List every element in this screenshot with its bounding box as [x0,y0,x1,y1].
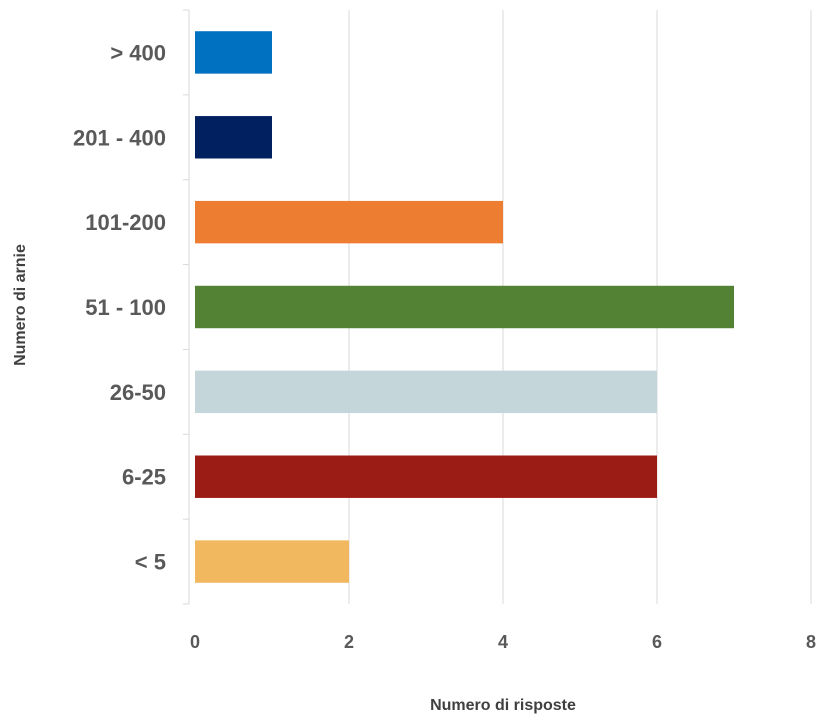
x-tick-label: 2 [344,632,354,652]
category-labels: < 5 6-25 26-50 51 - 100 101-200 201 - 400 > 40… [73,40,166,574]
category-label: 26-50 [110,380,166,405]
x-tick-label: 6 [652,632,662,652]
x-axis-title: Numero di risposte [430,697,576,714]
bar [195,370,657,414]
y-axis [183,9,190,605]
category-label: 201 - 400 [73,125,166,150]
category-label: < 5 [135,550,166,575]
x-tick-label: 8 [806,632,816,652]
bar [195,285,734,329]
category-label: 101-200 [85,210,166,235]
bar [195,540,349,583]
x-tick-label: 4 [498,632,508,652]
x-tick-label: 0 [190,632,200,652]
x-tick-labels: 0 2 4 6 8 [190,632,816,652]
category-label: 6-25 [122,465,166,490]
bars [195,31,734,583]
bar [195,116,272,159]
y-axis-title: Numero di arnie [12,244,29,366]
bar [195,31,272,74]
bar [195,200,503,244]
bar [195,455,657,498]
category-label: 51 - 100 [85,295,166,320]
category-label: > 400 [110,40,166,65]
